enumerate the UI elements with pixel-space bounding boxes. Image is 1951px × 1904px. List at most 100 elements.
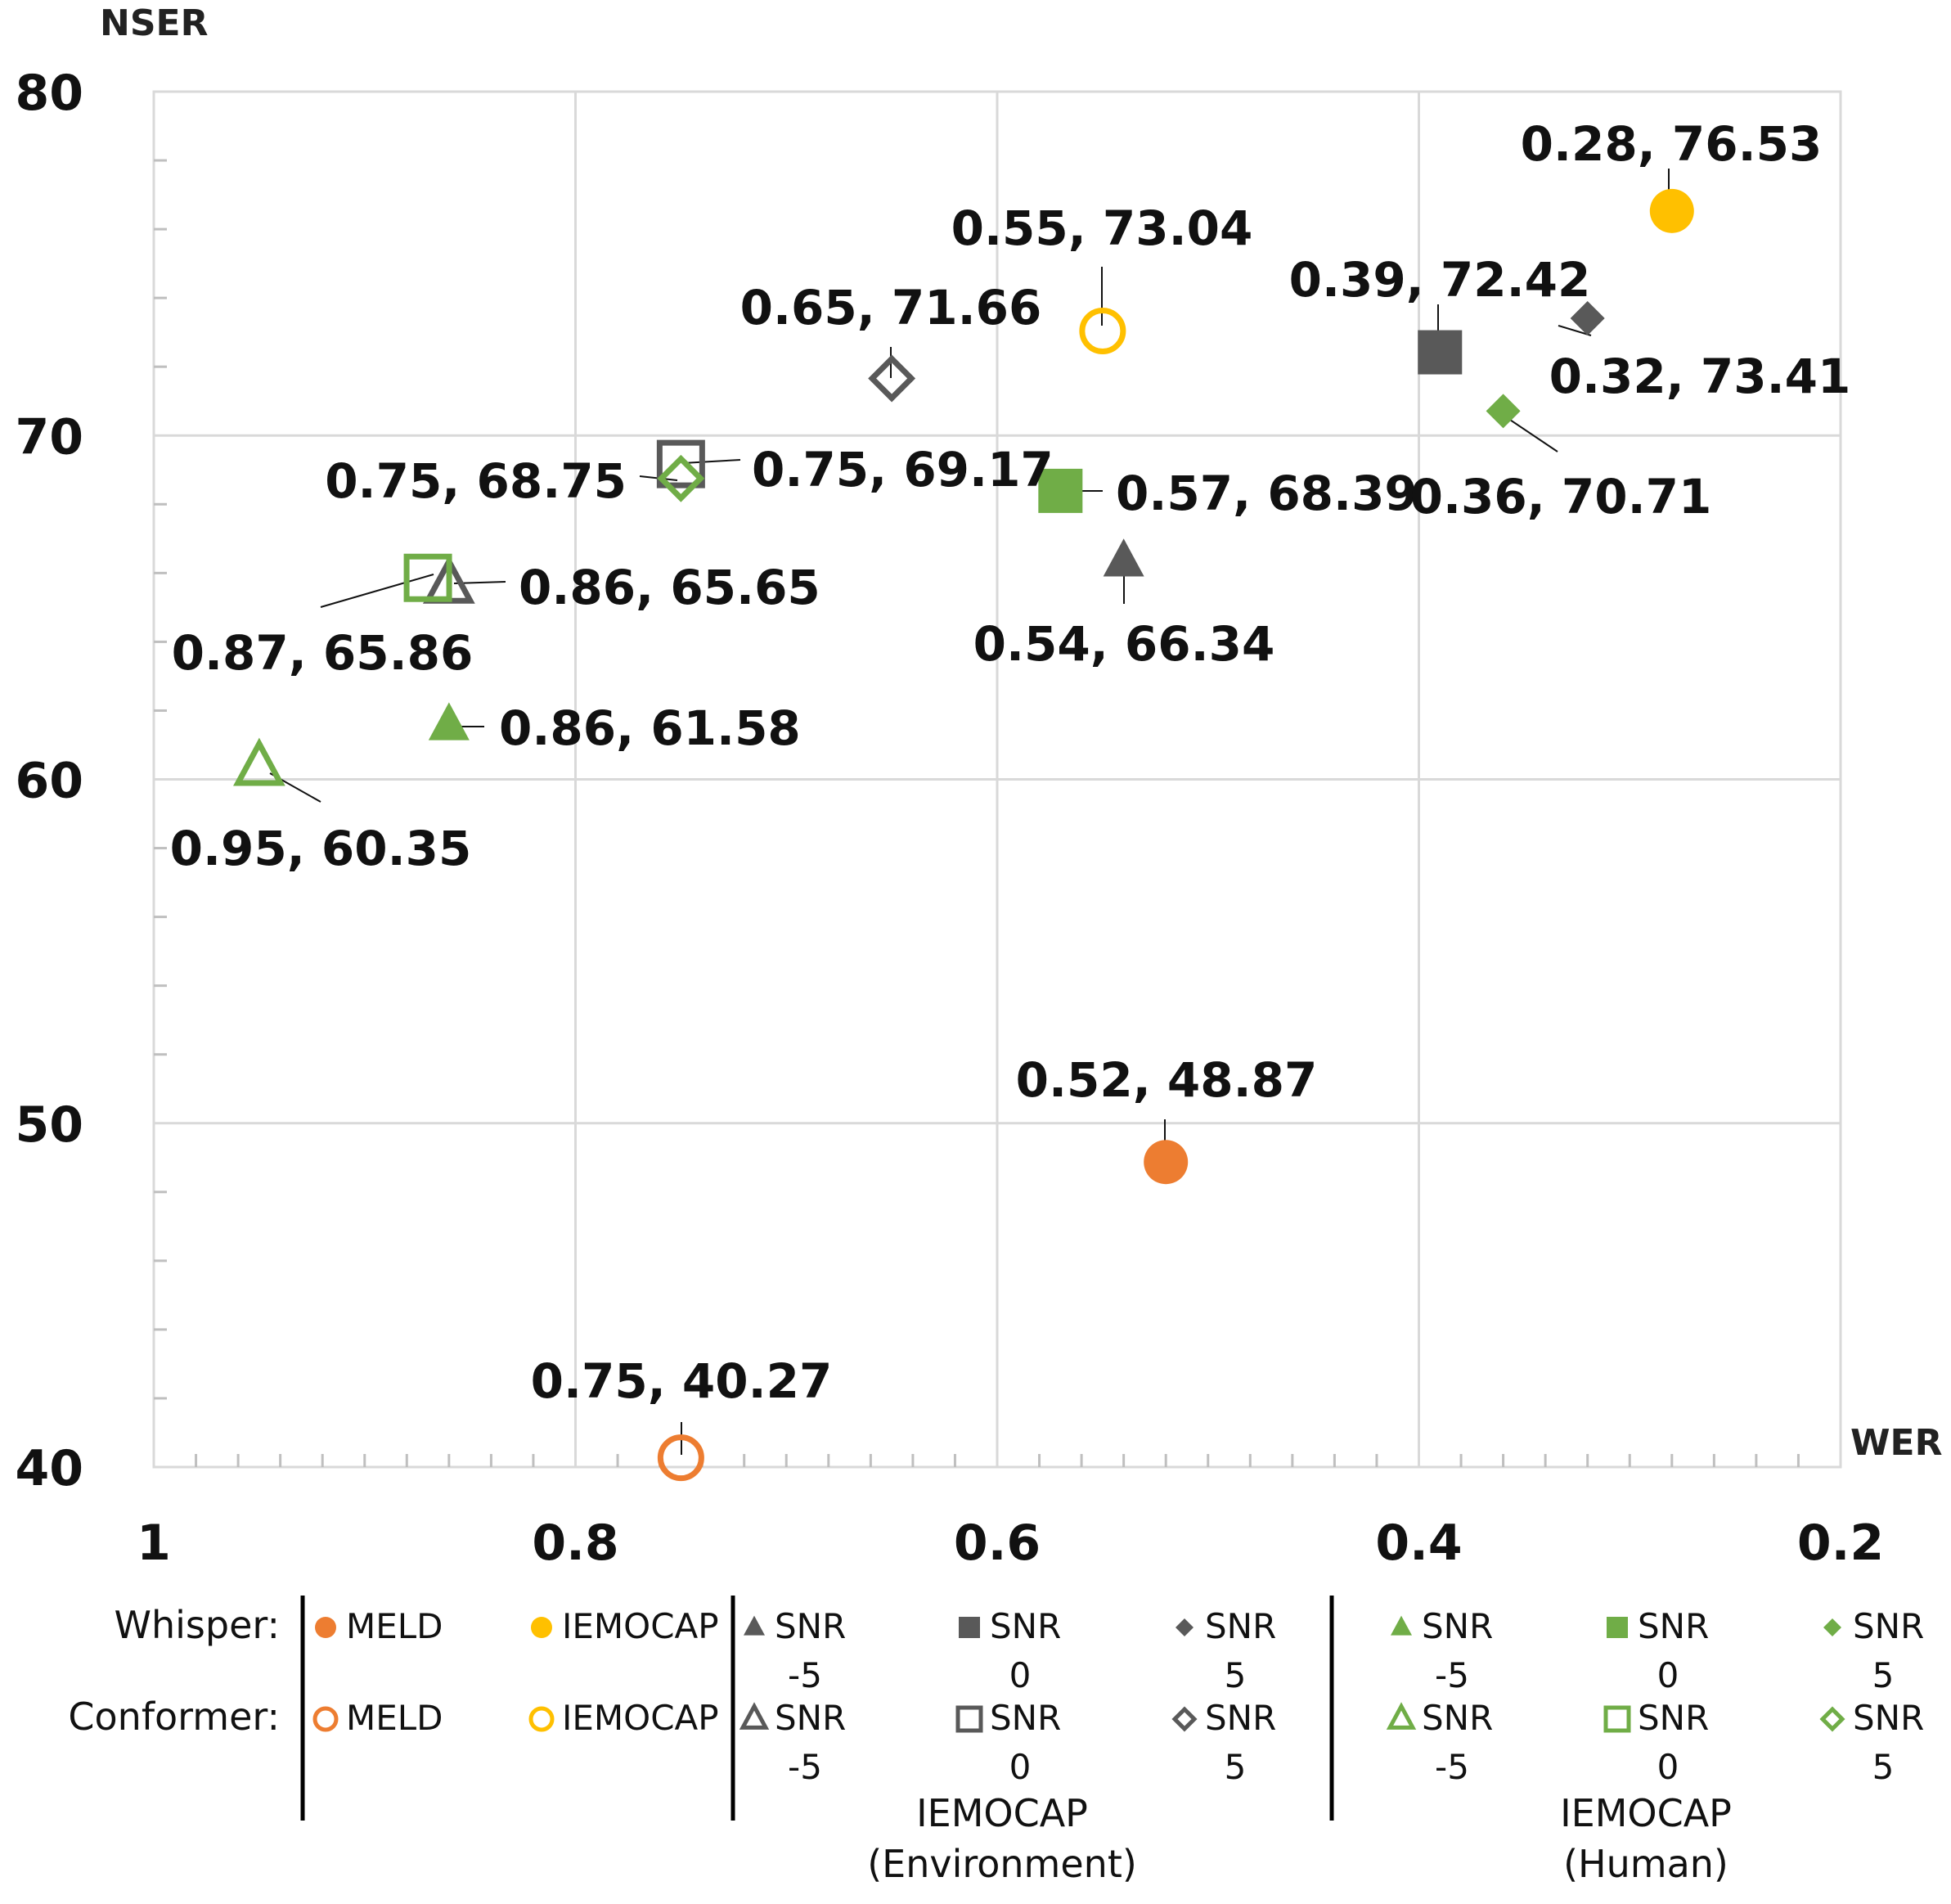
data-label-whisper-hum-snr-5: 0.86, 61.58 (499, 700, 801, 756)
legend-sublabel-whisper-hum-snr0: 0 (1657, 1655, 1679, 1695)
legend-label-whisper-hum-snr5: SNR (1853, 1606, 1924, 1646)
y-tick-label: 40 (16, 1440, 84, 1497)
marker-whisper-env-snr-5 (1103, 538, 1144, 577)
leader-line-conformer-env-snr0 (682, 459, 741, 464)
legend-marker-whisper-hum-snr0 (1607, 1617, 1628, 1638)
legend-label-whisper-env-snr-5: SNR (775, 1606, 846, 1646)
y-tick-label: 80 (16, 65, 84, 122)
data-label-whisper-env-snr5: 0.32, 73.41 (1549, 349, 1851, 404)
legend-sublabel-whisper-hum-snr5: 5 (1872, 1655, 1895, 1695)
legend-marker-conformer-env-snr-5 (739, 1702, 770, 1730)
legend-marker-whisper-env-snr0 (959, 1617, 980, 1638)
marker-whisper-env-snr0 (1418, 330, 1463, 375)
x-tick-label: 0.6 (954, 1515, 1041, 1572)
marker-whisper-iemocap (1649, 188, 1694, 233)
legend-sublabel-whisper-env-snr0: 0 (1009, 1655, 1032, 1695)
data-label-conformer-hum-snr5: 0.75, 68.75 (325, 453, 627, 509)
x-tick-label: 0.4 (1375, 1515, 1462, 1572)
legend-marker-whisper-iemocap (531, 1617, 552, 1638)
legend-label-conformer-env-snr0: SNR (990, 1698, 1061, 1738)
legend-row-label: Whisper: (115, 1603, 281, 1647)
legend-label-conformer-meld: MELD (346, 1698, 443, 1738)
x-tick-label: 0.8 (532, 1515, 618, 1572)
x-tick-label: 1 (137, 1515, 171, 1572)
data-label-whisper-iemocap: 0.28, 76.53 (1521, 116, 1823, 172)
legend-sublabel-conformer-hum-snr0: 0 (1657, 1747, 1679, 1787)
legend-sublabel-conformer-hum-snr-5: -5 (1435, 1747, 1469, 1787)
data-label-whisper-hum-snr5: 0.36, 70.71 (1410, 469, 1712, 524)
data-label-whisper-env-snr-5: 0.54, 66.34 (973, 616, 1275, 672)
legend-marker-whisper-meld (315, 1617, 336, 1638)
legend-marker-conformer-hum-snr0 (1603, 1705, 1631, 1733)
legend-marker-whisper-env-snr5 (1176, 1618, 1194, 1636)
legend-marker-conformer-env-snr0 (955, 1705, 983, 1733)
y-tick-label: 60 (16, 753, 84, 810)
legend-label-conformer-hum-snr5: SNR (1853, 1698, 1924, 1738)
marker-conformer-meld (657, 1434, 704, 1482)
legend-label-whisper-hum-snr0: SNR (1638, 1606, 1709, 1646)
marker-conformer-env-snr5 (868, 354, 916, 403)
leader-line-whisper-env-snr5 (1558, 325, 1592, 336)
legend-group-caption-human: (Human) (1563, 1842, 1728, 1886)
legend-group-caption-human: IEMOCAP (1560, 1791, 1732, 1835)
legend-marker-whisper-hum-snr5 (1823, 1618, 1841, 1636)
data-label-conformer-env-snr-5: 0.86, 65.65 (519, 560, 820, 615)
legend-marker-conformer-meld (312, 1706, 339, 1732)
legend: Whisper:Conformer:MELD IEMOCAP SNR-5SNR0SN… (68, 1596, 1924, 1886)
legend-marker-whisper-hum-snr-5 (1391, 1615, 1412, 1636)
marker-conformer-hum-snr0 (403, 553, 452, 602)
leader-line-conformer-hum-snr0 (320, 574, 434, 608)
data-label-conformer-hum-snr0: 0.87, 65.86 (172, 625, 474, 681)
marker-whisper-hum-snr0 (1038, 468, 1083, 513)
legend-sublabel-conformer-env-snr5: 5 (1225, 1747, 1247, 1787)
legend-sublabel-conformer-hum-snr5: 5 (1872, 1747, 1895, 1787)
x-tick-label: 0.2 (1797, 1515, 1884, 1572)
legend-label-conformer-env-snr5: SNR (1205, 1698, 1276, 1738)
legend-label-conformer-iemocap: IEMOCAP (562, 1698, 719, 1738)
marker-whisper-env-snr5 (1570, 300, 1605, 335)
x-axis-title: WER (1850, 1422, 1942, 1464)
legend-marker-conformer-hum-snr5 (1819, 1706, 1845, 1732)
data-label-conformer-iemocap: 0.55, 73.04 (951, 200, 1253, 256)
legend-marker-conformer-hum-snr-5 (1386, 1702, 1417, 1730)
legend-group-caption-environment: IEMOCAP (916, 1791, 1088, 1835)
data-label-conformer-hum-snr-5: 0.95, 60.35 (170, 821, 472, 876)
legend-label-conformer-env-snr-5: SNR (775, 1698, 846, 1738)
data-label-conformer-env-snr0: 0.75, 69.17 (752, 442, 1054, 497)
marker-conformer-iemocap (1079, 307, 1126, 354)
data-label-conformer-env-snr5: 0.65, 71.66 (740, 280, 1042, 335)
legend-marker-whisper-env-snr-5 (744, 1615, 765, 1636)
legend-sublabel-whisper-hum-snr-5: -5 (1435, 1655, 1469, 1695)
legend-label-conformer-hum-snr0: SNR (1638, 1698, 1709, 1738)
legend-sublabel-whisper-env-snr5: 5 (1225, 1655, 1247, 1695)
legend-group-caption-environment: (Environment) (867, 1842, 1137, 1886)
data-labels: 0.52, 48.87 0.28, 76.53 0.54, 66.34 0.39, 7… (170, 116, 1851, 1409)
legend-label-whisper-hum-snr-5: SNR (1422, 1606, 1493, 1646)
y-axis-title: NSER (100, 2, 208, 44)
marker-whisper-hum-snr-5 (428, 702, 470, 740)
legend-sublabel-whisper-env-snr-5: -5 (788, 1655, 822, 1695)
legend-sublabel-conformer-env-snr0: 0 (1009, 1747, 1032, 1787)
legend-label-whisper-env-snr0: SNR (990, 1606, 1061, 1646)
legend-label-whisper-meld: MELD (346, 1606, 443, 1646)
data-label-conformer-meld: 0.75, 40.27 (531, 1353, 833, 1409)
marker-conformer-hum-snr-5 (233, 737, 285, 786)
data-markers (233, 188, 1694, 1482)
legend-label-whisper-env-snr5: SNR (1205, 1606, 1276, 1646)
legend-marker-conformer-env-snr5 (1171, 1706, 1198, 1732)
y-tick-label: 50 (16, 1096, 84, 1154)
legend-label-whisper-iemocap: IEMOCAP (562, 1606, 719, 1646)
data-label-whisper-meld: 0.52, 48.87 (1016, 1052, 1318, 1108)
legend-label-conformer-hum-snr-5: SNR (1422, 1698, 1493, 1738)
y-tick-label: 70 (16, 408, 84, 466)
data-label-whisper-env-snr0: 0.39, 72.42 (1289, 252, 1591, 308)
marker-conformer-hum-snr5 (657, 454, 705, 502)
legend-row-label: Conformer: (68, 1695, 280, 1739)
marker-whisper-meld (1144, 1140, 1189, 1185)
legend-marker-conformer-iemocap (528, 1706, 555, 1732)
legend-sublabel-conformer-env-snr-5: -5 (788, 1747, 822, 1787)
data-label-whisper-hum-snr0: 0.57, 68.39 (1116, 466, 1418, 521)
marker-conformer-env-snr0 (656, 439, 705, 488)
marker-whisper-hum-snr5 (1486, 394, 1521, 429)
